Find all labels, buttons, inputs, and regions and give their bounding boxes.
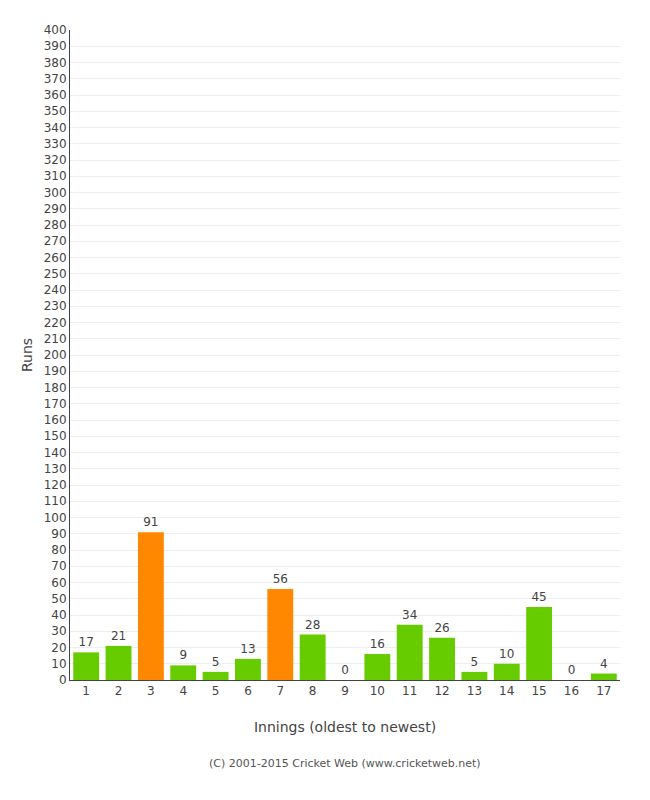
svg-text:3: 3 [147, 684, 155, 698]
svg-text:26: 26 [434, 621, 449, 635]
svg-text:21: 21 [111, 629, 126, 643]
svg-text:80: 80 [51, 543, 66, 557]
svg-text:300: 300 [44, 186, 67, 200]
svg-text:45: 45 [531, 590, 546, 604]
svg-text:12: 12 [434, 684, 449, 698]
svg-text:34: 34 [402, 608, 417, 622]
svg-text:160: 160 [44, 413, 67, 427]
svg-text:10: 10 [51, 657, 66, 671]
svg-text:Innings (oldest to newest): Innings (oldest to newest) [254, 719, 436, 735]
svg-text:4: 4 [179, 684, 187, 698]
svg-text:14: 14 [499, 684, 514, 698]
svg-text:320: 320 [44, 153, 67, 167]
svg-text:6: 6 [244, 684, 252, 698]
svg-text:310: 310 [44, 169, 67, 183]
svg-text:380: 380 [44, 56, 67, 70]
svg-text:9: 9 [179, 648, 187, 662]
svg-text:110: 110 [44, 494, 67, 508]
svg-text:50: 50 [51, 592, 66, 606]
svg-text:17: 17 [596, 684, 611, 698]
svg-text:210: 210 [44, 332, 67, 346]
svg-text:250: 250 [44, 267, 67, 281]
svg-text:390: 390 [44, 39, 67, 53]
svg-text:350: 350 [44, 104, 67, 118]
svg-text:30: 30 [51, 624, 66, 638]
svg-text:10: 10 [370, 684, 385, 698]
svg-text:340: 340 [44, 121, 67, 135]
svg-text:17: 17 [79, 635, 94, 649]
svg-text:5: 5 [212, 684, 220, 698]
svg-text:260: 260 [44, 251, 67, 265]
svg-text:4: 4 [600, 657, 608, 671]
svg-text:90: 90 [51, 527, 66, 541]
svg-text:370: 370 [44, 72, 67, 86]
svg-text:0: 0 [341, 663, 349, 677]
svg-text:11: 11 [402, 684, 417, 698]
svg-text:100: 100 [44, 511, 67, 525]
svg-text:16: 16 [370, 637, 385, 651]
svg-text:5: 5 [471, 655, 479, 669]
svg-text:Runs: Runs [19, 338, 35, 372]
svg-text:150: 150 [44, 429, 67, 443]
svg-text:70: 70 [51, 559, 66, 573]
svg-text:0: 0 [59, 673, 67, 687]
svg-text:0: 0 [568, 663, 576, 677]
svg-text:120: 120 [44, 478, 67, 492]
svg-text:40: 40 [51, 608, 66, 622]
svg-text:360: 360 [44, 88, 67, 102]
svg-text:170: 170 [44, 397, 67, 411]
svg-text:10: 10 [499, 647, 514, 661]
svg-text:28: 28 [305, 618, 320, 632]
svg-text:16: 16 [564, 684, 579, 698]
svg-text:8: 8 [309, 684, 317, 698]
svg-text:7: 7 [276, 684, 284, 698]
svg-text:91: 91 [143, 515, 158, 529]
svg-text:230: 230 [44, 299, 67, 313]
svg-text:2: 2 [115, 684, 123, 698]
svg-text:15: 15 [531, 684, 546, 698]
svg-text:60: 60 [51, 576, 66, 590]
svg-text:330: 330 [44, 137, 67, 151]
svg-text:(C) 2001-2015 Cricket Web (www: (C) 2001-2015 Cricket Web (www.cricketwe… [209, 757, 481, 770]
svg-text:13: 13 [240, 642, 255, 656]
svg-text:5: 5 [212, 655, 220, 669]
svg-text:240: 240 [44, 283, 67, 297]
svg-text:20: 20 [51, 641, 66, 655]
svg-text:9: 9 [341, 684, 349, 698]
svg-text:56: 56 [273, 572, 288, 586]
svg-text:280: 280 [44, 218, 67, 232]
svg-text:1: 1 [82, 684, 90, 698]
svg-text:140: 140 [44, 446, 67, 460]
svg-text:200: 200 [44, 348, 67, 362]
svg-text:13: 13 [467, 684, 482, 698]
svg-text:220: 220 [44, 316, 67, 330]
svg-text:290: 290 [44, 202, 67, 216]
svg-text:180: 180 [44, 381, 67, 395]
svg-text:190: 190 [44, 364, 67, 378]
svg-text:130: 130 [44, 462, 67, 476]
svg-text:270: 270 [44, 234, 67, 248]
svg-text:400: 400 [44, 23, 67, 37]
